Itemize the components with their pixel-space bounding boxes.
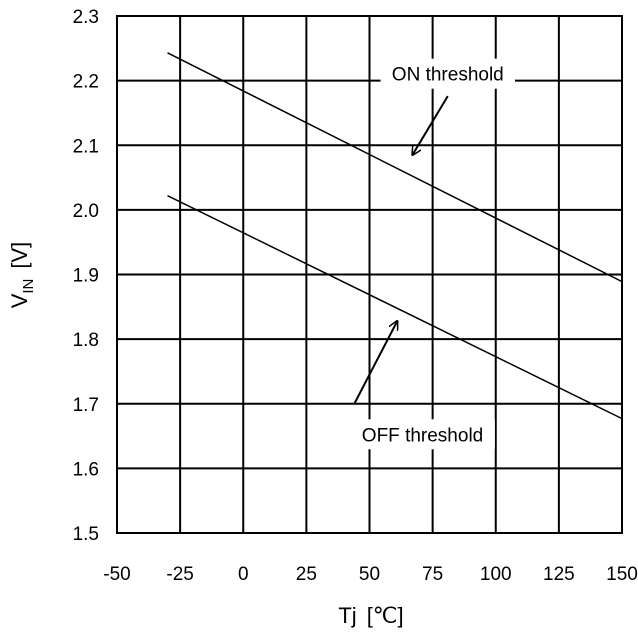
y-tick-labels: 1.5 1.6 1.7 1.8 1.9 2.0 2.1 2.2 2.3 <box>73 7 99 545</box>
x-tick-label: -25 <box>166 564 193 585</box>
annotation-label-off-threshold: OFF threshold <box>362 425 483 446</box>
y-tick-label: 2.2 <box>73 72 99 93</box>
x-tick-labels: -50 -25 0 25 50 75 100 125 150 <box>103 564 638 585</box>
y-tick-label: 1.6 <box>73 459 99 480</box>
annotation-label-bg <box>350 419 495 450</box>
series-line-off-threshold <box>167 194 623 420</box>
annotation-label-bg <box>380 58 515 89</box>
series-lines <box>167 52 623 420</box>
x-tick-label: 100 <box>480 564 512 585</box>
grid <box>116 15 623 534</box>
x-tick-label: 0 <box>238 564 249 585</box>
annotation-label-on-threshold: ON threshold <box>392 65 504 86</box>
plot-frame <box>116 15 623 534</box>
series-line-on-threshold <box>167 52 623 283</box>
x-tick-label: 75 <box>422 564 443 585</box>
annotations: ON threshold OFF threshold <box>350 58 515 450</box>
x-tick-label: 125 <box>543 564 575 585</box>
y-tick-label: 2.1 <box>73 136 99 157</box>
y-tick-label: 2.0 <box>73 201 99 222</box>
annotation-arrow-off-threshold <box>353 321 397 405</box>
x-tick-label: 150 <box>606 564 638 585</box>
x-tick-label: -50 <box>103 564 130 585</box>
y-tick-label: 2.3 <box>73 7 99 28</box>
annotation-arrow-on-threshold <box>412 95 449 155</box>
y-tick-label: 1.5 <box>73 524 99 545</box>
x-tick-label: 25 <box>296 564 317 585</box>
y-tick-label: 1.8 <box>73 330 99 351</box>
x-tick-label: 50 <box>359 564 380 585</box>
y-axis-label: VIN[V] <box>7 242 37 309</box>
x-axis-label: Tj [℃] <box>338 603 403 628</box>
y-tick-label: 1.7 <box>73 395 99 416</box>
y-tick-label: 1.9 <box>73 266 99 287</box>
